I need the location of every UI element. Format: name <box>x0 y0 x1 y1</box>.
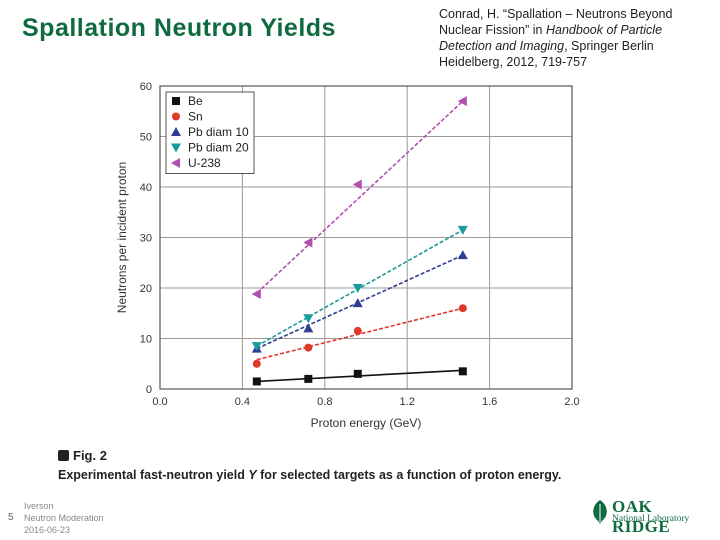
footer-date: 2016-06-23 <box>24 525 71 535</box>
data-point <box>353 326 362 335</box>
oak-ridge-logo: OAK RIDGE National Laboratory <box>590 497 715 536</box>
data-point <box>252 377 261 386</box>
legend-marker <box>171 127 181 136</box>
data-point <box>353 369 362 378</box>
data-point <box>303 237 313 248</box>
figure-caption: Experimental fast-neutron yield Y for se… <box>58 468 561 482</box>
logo-name: OAK RIDGE <box>612 497 671 536</box>
data-point <box>251 342 262 352</box>
x-axis-label: Proton energy (GeV) <box>311 416 422 430</box>
legend-label: U-238 <box>188 156 221 170</box>
data-point <box>458 367 467 376</box>
x-tick-label: 1.2 <box>400 396 415 408</box>
y-tick-label: 30 <box>140 233 152 245</box>
x-tick-label: 1.6 <box>482 396 497 408</box>
y-tick-label: 40 <box>140 182 152 194</box>
data-point <box>252 359 261 368</box>
x-tick-label: 2.0 <box>564 396 579 408</box>
plot-frame <box>159 85 573 390</box>
page-number: 5 <box>8 512 14 523</box>
chart-frame <box>159 85 573 390</box>
citation: Conrad, H. “Spallation – Neutrons Beyond… <box>439 6 711 70</box>
data-point <box>352 179 362 190</box>
data-point <box>304 374 313 383</box>
logo-subtitle: National Laboratory <box>612 514 690 524</box>
citation-publisher: , Springer Berlin Heidelberg, 2012, 719-… <box>439 39 654 69</box>
fit-line <box>256 254 464 350</box>
caption-variable: Y <box>248 468 257 482</box>
y-tick-label: 50 <box>140 132 152 144</box>
legend-label: Sn <box>188 110 203 124</box>
data-point <box>303 323 314 333</box>
y-axis-label: Neutrons per incident proton <box>115 162 129 313</box>
data-point <box>352 284 363 293</box>
fit-line <box>256 229 464 347</box>
caption-text-end: for selected targets as a function of pr… <box>256 468 562 482</box>
legend-label: Pb diam 10 <box>188 125 249 139</box>
slide-title: Spallation Neutron Yields <box>22 14 336 42</box>
legend-label: Be <box>188 94 203 108</box>
legend-marker <box>172 112 180 121</box>
citation-book-title: Handbook of Particle Detection and Imagi… <box>439 23 663 53</box>
x-tick-label: 0.4 <box>235 396 250 408</box>
footer-author: Iverson <box>24 501 54 511</box>
citation-text: Conrad, H. “Spallation – Neutrons Beyond… <box>439 7 673 37</box>
data-point <box>304 343 313 352</box>
data-point <box>457 250 468 260</box>
y-tick-label: 0 <box>146 384 152 396</box>
x-tick-label: 0.0 <box>152 396 167 408</box>
chart-tick-labels: 0.0 0.4 0.8 1.2 1.6 2.0 0 10 20 30 40 50 60 <box>140 81 580 408</box>
legend-label: Pb diam 20 <box>188 141 249 155</box>
leaf-icon <box>593 500 607 524</box>
legend-box <box>165 91 255 174</box>
figure-label: Fig. 2 <box>58 448 107 463</box>
fit-line <box>256 307 464 361</box>
footer-subtitle: Neutron Moderation <box>24 513 104 523</box>
legend-marker <box>172 97 180 105</box>
footer: Iverson Neutron Moderation 2016-06-23 <box>24 500 104 536</box>
y-tick-label: 60 <box>140 81 152 93</box>
y-tick-label: 10 <box>140 334 152 346</box>
legend-marker <box>171 158 180 168</box>
x-tick-label: 0.8 <box>317 396 332 408</box>
data-point <box>457 225 468 235</box>
y-tick-label: 20 <box>140 283 152 295</box>
figure-label-text: Fig. 2 <box>73 448 107 463</box>
legend-marker <box>171 143 181 153</box>
data-point <box>352 298 363 308</box>
data-point <box>303 314 314 324</box>
fit-line <box>256 100 464 294</box>
data-point <box>251 289 261 300</box>
data-point <box>458 304 467 313</box>
figure-marker-icon <box>58 450 69 461</box>
chart-data-points <box>251 96 468 386</box>
data-point <box>457 96 467 107</box>
caption-text: Experimental fast-neutron yield <box>58 468 249 482</box>
chart-fit-lines <box>256 100 464 383</box>
